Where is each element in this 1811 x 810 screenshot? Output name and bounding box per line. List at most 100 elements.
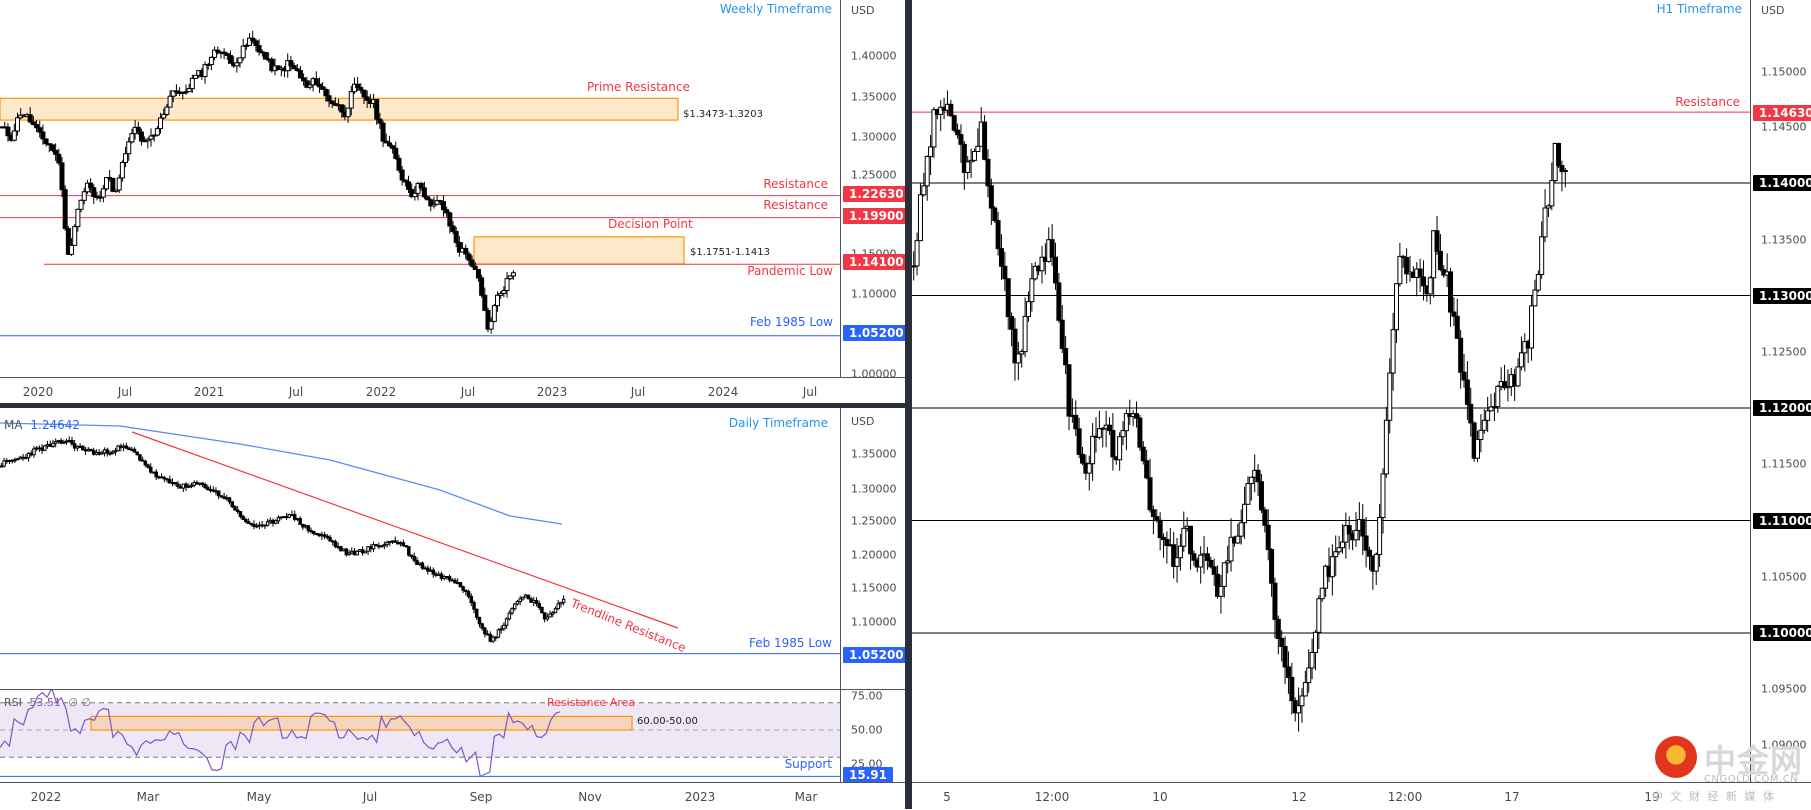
h1-y-tick: 1.13500 (1761, 233, 1807, 247)
daily-x-tick: 2023 (684, 790, 716, 804)
daily-y-tick: 1.10000 (851, 615, 897, 629)
weekly-x-tick: Jul (117, 385, 133, 399)
daily-x-tick: Mar (794, 790, 818, 804)
resistance-label-1: Resistance (763, 177, 828, 191)
h1-resistance-label: Resistance (1675, 95, 1740, 109)
h1-level-badge-1.14: 1.14000 (1753, 175, 1811, 191)
pandemic-low-label: Pandemic Low (747, 264, 833, 278)
h1-y-tick: 1.12500 (1761, 345, 1807, 359)
h1-level-badge-1.13: 1.13000 (1753, 288, 1811, 304)
panel-divider-vertical[interactable] (905, 0, 912, 809)
weekly-x-tick: Jul (288, 385, 304, 399)
rsi-y-tick: 50.00 (851, 723, 883, 737)
h1-y-tick: 1.15000 (1761, 65, 1807, 79)
weekly-timeframe-label: Weekly Timeframe (719, 2, 832, 16)
weekly-x-tick: Jul (630, 385, 646, 399)
cngold-tagline: 中 文 财 经 新 媒 体 (1652, 790, 1776, 803)
cngold-watermark: 中金网 CNGOLD.COM.CN 中 文 财 经 新 媒 体 (1652, 736, 1811, 806)
weekly-price-axis[interactable]: USD 1.40000 1.35000 1.30000 1.25000 1.15… (840, 0, 910, 381)
cngold-brand: 中金网 (1704, 742, 1804, 780)
decision-point-range: $1.1751-1.1413 (690, 247, 770, 258)
daily-x-tick: 2022 (30, 790, 62, 804)
h1-currency-label: USD (1761, 4, 1785, 17)
daily-y-tick: 1.25000 (851, 514, 897, 528)
h1-y-tick: 1.09500 (1761, 682, 1807, 696)
daily-x-tick: Nov (578, 790, 602, 804)
prime-resistance-range: $1.3473-1.3203 (683, 109, 763, 120)
daily-y-tick: 1.35000 (851, 447, 897, 461)
panel-divider-horizontal[interactable] (0, 403, 905, 408)
h1-resistance-badge: 1.14630 (1753, 105, 1811, 121)
h1-time-axis[interactable]: 5 12:00 10 12 12:00 17 19 (912, 782, 1811, 810)
daily-y-tick: 1.30000 (851, 482, 897, 496)
daily-x-tick: May (246, 790, 272, 804)
h1-x-tick: 12 (1291, 790, 1307, 804)
weekly-x-tick: Jul (802, 385, 818, 399)
daily-price-axis[interactable]: USD 1.35000 1.30000 1.25000 1.20000 1.15… (840, 408, 910, 689)
daily-x-tick: Sep (469, 790, 493, 804)
resistance-badge-2: 1.19900 (843, 208, 910, 224)
h1-y-tick: 1.10500 (1761, 570, 1807, 584)
rsi-line-chart (0, 690, 840, 778)
weekly-y-tick: 1.30000 (851, 130, 897, 144)
prime-resistance-label: Prime Resistance (587, 80, 690, 94)
h1-x-tick: 19 (1644, 790, 1660, 804)
daily-x-tick: Mar (136, 790, 160, 804)
rsi-axis[interactable]: 75.00 50.00 25.00 15.91 (840, 689, 906, 783)
rsi-resistance-area-label: Resistance Area (547, 696, 636, 709)
weekly-chart-panel[interactable]: Weekly Timeframe Prime Resistance $1.347… (0, 0, 840, 377)
daily-time-axis[interactable]: 2022 Mar May Jul Sep Nov 2023 Mar (0, 782, 905, 810)
daily-feb-1985-low-label: Feb 1985 Low (748, 636, 832, 650)
daily-candles (0, 422, 840, 655)
daily-y-tick: 1.20000 (851, 548, 897, 562)
cngold-logo-icon (1655, 736, 1697, 778)
cngold-domain: CNGOLD.COM.CN (1704, 774, 1799, 785)
rsi-pane[interactable]: RSI 53.51 ∅ ∅ Resistance Area 60.00-50.0… (0, 689, 840, 783)
weekly-x-tick: 2021 (193, 385, 225, 399)
weekly-time-axis[interactable]: 2020 Jul 2021 Jul 2022 Jul 2023 Jul 2024… (0, 377, 905, 404)
weekly-candles (0, 30, 840, 337)
h1-x-tick: 12:00 (1387, 790, 1423, 804)
weekly-currency-label: USD (851, 4, 875, 17)
pandemic-low-badge: 1.14100 (843, 254, 910, 270)
resistance-badge-1: 1.22630 (843, 186, 910, 202)
rsi-zone-range: 60.00-50.00 (637, 716, 698, 727)
feb-1985-low-badge: 1.05200 (843, 325, 910, 341)
weekly-x-tick: 2024 (707, 385, 739, 399)
daily-x-tick: Jul (362, 790, 378, 804)
ma-label: MA (4, 418, 23, 432)
h1-x-tick: 10 (1152, 790, 1168, 804)
h1-timeframe-label: H1 Timeframe (1656, 2, 1742, 16)
weekly-x-tick: 2020 (22, 385, 54, 399)
h1-x-tick: 12:00 (1034, 790, 1070, 804)
decision-point-label: Decision Point (608, 217, 693, 231)
h1-x-tick: 5 (943, 790, 951, 804)
h1-level-badge-1.12: 1.12000 (1753, 400, 1811, 416)
h1-y-tick: 1.09000 (1761, 738, 1807, 752)
rsi-label: RSI (4, 696, 22, 709)
daily-y-tick: 1.15000 (851, 581, 897, 595)
rsi-params: ∅ ∅ (68, 696, 92, 709)
h1-chart-panel[interactable]: H1 Timeframe Resistance (912, 0, 1750, 782)
rsi-support-badge: 15.91 (843, 767, 893, 783)
rsi-y-tick: 75.00 (851, 689, 883, 703)
ma-value: 1.24642 (30, 418, 81, 432)
h1-candles (912, 90, 1750, 732)
h1-price-axis[interactable]: USD 1.15000 1.14500 1.13500 1.12500 1.11… (1750, 0, 1811, 782)
feb-1985-low-label: Feb 1985 Low (749, 315, 833, 329)
weekly-y-tick: 1.25000 (851, 168, 897, 182)
rsi-value: 53.51 (29, 696, 61, 709)
daily-timeframe-label: Daily Timeframe (728, 416, 828, 430)
weekly-x-tick: Jul (460, 385, 476, 399)
weekly-x-tick: 2022 (365, 385, 397, 399)
h1-x-tick: 17 (1504, 790, 1520, 804)
weekly-x-tick: 2023 (536, 385, 568, 399)
daily-chart-panel[interactable]: MA 1.24642 Daily Timeframe Trendline Res… (0, 408, 840, 689)
weekly-y-tick: 1.40000 (851, 49, 897, 63)
h1-level-badge-1.10: 1.10000 (1753, 625, 1811, 641)
weekly-y-tick: 1.10000 (851, 287, 897, 301)
rsi-legend: RSI 53.51 ∅ ∅ (4, 696, 91, 709)
h1-y-tick: 1.14500 (1761, 120, 1807, 134)
resistance-label-2: Resistance (763, 198, 828, 212)
ma-indicator-legend: MA 1.24642 (4, 418, 80, 432)
